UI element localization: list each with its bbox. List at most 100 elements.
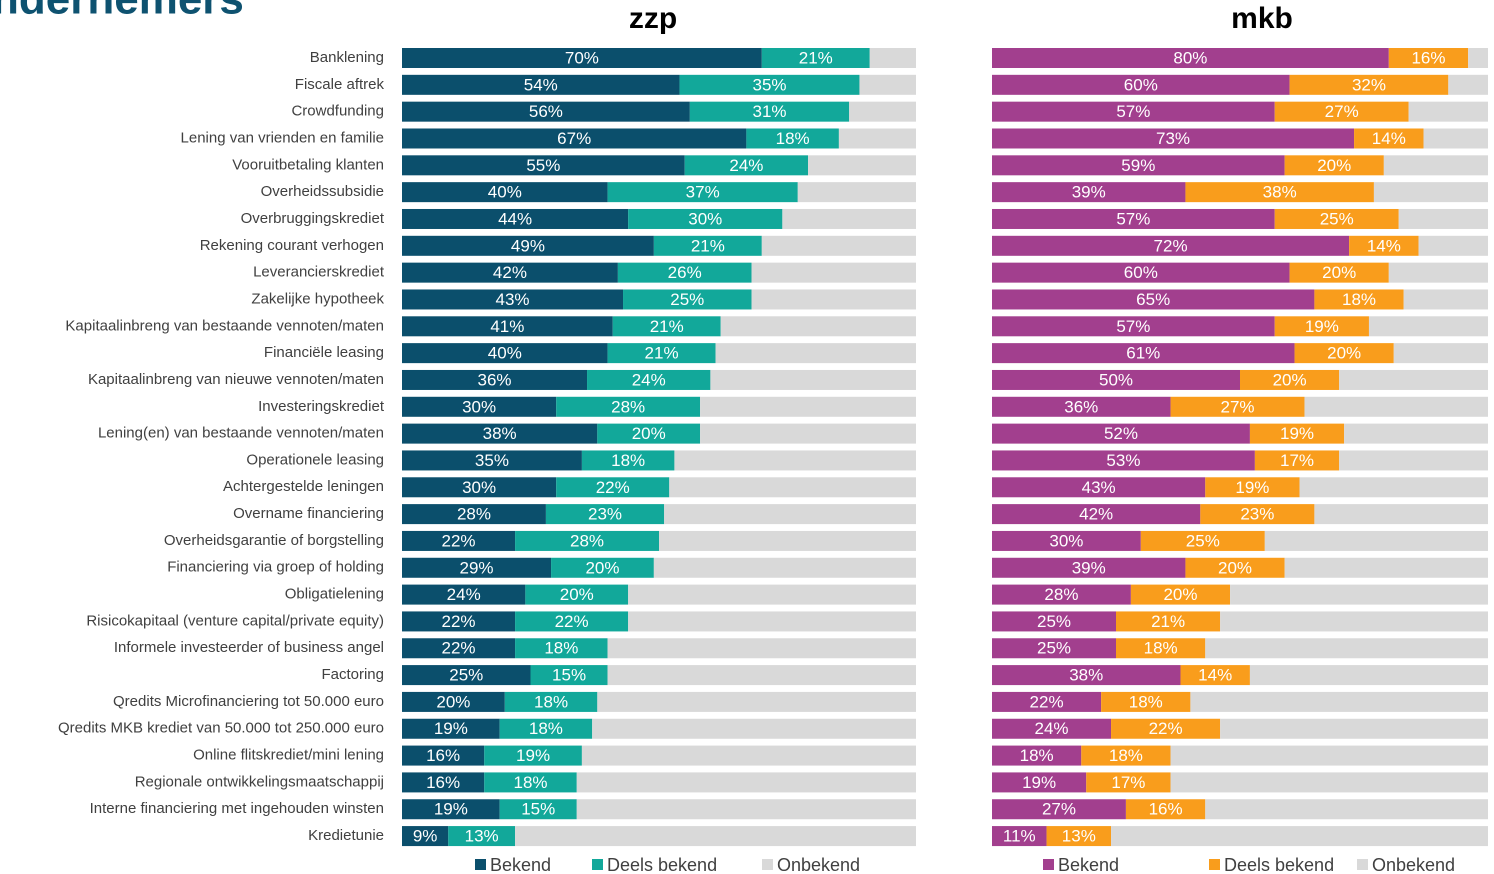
- bar-segment: [1220, 611, 1488, 632]
- value-label: 14%: [1367, 236, 1401, 255]
- bar-segment: [1373, 182, 1488, 203]
- category-label: Lening van vrienden en familie: [181, 129, 384, 146]
- bar-segment: [715, 343, 916, 364]
- value-label: 16%: [1149, 800, 1183, 819]
- bar-segment: [992, 289, 1315, 310]
- category-label: Kapitaalinbreng van nieuwe vennoten/mate…: [88, 371, 384, 388]
- chart-title: mkb: [1231, 2, 1293, 35]
- value-label: 31%: [752, 102, 786, 121]
- legend-swatch: [592, 859, 603, 870]
- value-label: 60%: [1124, 75, 1158, 94]
- value-label: 30%: [462, 478, 496, 497]
- bar-segment: [551, 557, 654, 578]
- value-label: 21%: [650, 317, 684, 336]
- bar-segment: [992, 316, 1275, 337]
- legend-swatch: [1357, 859, 1368, 870]
- bar-segment: [992, 155, 1285, 176]
- category-label: Factoring: [321, 666, 384, 683]
- value-label: 19%: [434, 719, 468, 738]
- bar-segment: [1289, 74, 1449, 95]
- bar-segment: [576, 772, 916, 793]
- value-label: 61%: [1126, 344, 1160, 363]
- value-label: 19%: [1022, 773, 1056, 792]
- bar-segment: [617, 262, 752, 283]
- value-label: 22%: [442, 612, 476, 631]
- value-label: 28%: [1044, 585, 1078, 604]
- bar-segment: [992, 128, 1355, 149]
- bar-segment: [992, 611, 1116, 632]
- bar-segment: [1111, 826, 1488, 847]
- bar-segment: [849, 101, 916, 122]
- value-label: 24%: [632, 370, 666, 389]
- value-label: 49%: [511, 236, 545, 255]
- bar-segment: [402, 450, 582, 471]
- bar-segment: [659, 530, 916, 551]
- bar-segment: [402, 504, 546, 525]
- bar-segment: [1111, 718, 1221, 739]
- bar-segment: [607, 343, 716, 364]
- value-label: 65%: [1136, 290, 1170, 309]
- value-label: 20%: [1163, 585, 1197, 604]
- bar-segment: [869, 48, 916, 68]
- category-label: Crowdfunding: [291, 103, 384, 120]
- category-label: Banklening: [310, 49, 384, 66]
- bar-segment: [720, 316, 916, 337]
- value-label: 40%: [488, 183, 522, 202]
- value-label: 35%: [752, 75, 786, 94]
- value-label: 40%: [488, 344, 522, 363]
- bar-segment: [1264, 530, 1488, 551]
- value-label: 38%: [483, 424, 517, 443]
- bar-segment: [992, 182, 1186, 203]
- bar-segment: [1140, 530, 1265, 551]
- value-label: 22%: [1030, 692, 1064, 711]
- bar-segment: [992, 235, 1350, 256]
- value-label: 28%: [570, 531, 604, 550]
- bar-segment: [402, 799, 500, 820]
- bar-segment: [402, 101, 690, 122]
- bar-segment: [581, 450, 675, 471]
- value-label: 22%: [442, 639, 476, 658]
- bar-segment: [674, 450, 916, 471]
- value-label: 20%: [436, 692, 470, 711]
- category-label: Interne financiering met ingehouden wins…: [90, 800, 384, 817]
- bar-segment: [1116, 611, 1221, 632]
- value-label: 24%: [729, 156, 763, 175]
- value-label: 17%: [1280, 451, 1314, 470]
- bar-segment: [1448, 74, 1488, 95]
- value-label: 9%: [413, 827, 438, 846]
- value-label: 22%: [1149, 719, 1183, 738]
- value-label: 19%: [1305, 317, 1339, 336]
- value-label: 14%: [1198, 666, 1232, 685]
- value-label: 16%: [1411, 48, 1445, 67]
- bar-segment: [1398, 208, 1488, 229]
- bar-segment: [992, 772, 1087, 793]
- value-label: 30%: [462, 397, 496, 416]
- bar-segment: [992, 450, 1255, 471]
- value-label: 21%: [1151, 612, 1185, 631]
- category-label: Kapitaalinbreng van bestaande vennoten/m…: [65, 317, 384, 334]
- category-label: Qredits MKB krediet van 50.000 tot 250.0…: [58, 720, 384, 737]
- bar-segment: [1349, 235, 1419, 256]
- value-label: 18%: [1020, 746, 1054, 765]
- bar-segment: [992, 530, 1141, 551]
- value-label: 25%: [449, 666, 483, 685]
- bar-segment: [1190, 691, 1488, 712]
- bar-segment: [992, 477, 1206, 498]
- category-label: Achtergestelde leningen: [223, 478, 384, 495]
- bar-segment: [1205, 477, 1300, 498]
- value-label: 38%: [1069, 666, 1103, 685]
- value-label: 30%: [688, 209, 722, 228]
- value-label: 20%: [1218, 558, 1252, 577]
- bar-segment: [1125, 799, 1206, 820]
- bar-segment: [992, 262, 1290, 283]
- bar-segment: [992, 826, 1047, 847]
- bar-segment: [1240, 369, 1340, 390]
- bar-segment: [402, 584, 526, 605]
- category-label: Obligatielening: [285, 586, 384, 603]
- bar-segment: [992, 396, 1171, 417]
- bar-segment: [402, 155, 685, 176]
- value-label: 25%: [670, 290, 704, 309]
- bar-segment: [448, 826, 516, 847]
- bar-segment: [515, 638, 608, 659]
- value-label: 20%: [1327, 344, 1361, 363]
